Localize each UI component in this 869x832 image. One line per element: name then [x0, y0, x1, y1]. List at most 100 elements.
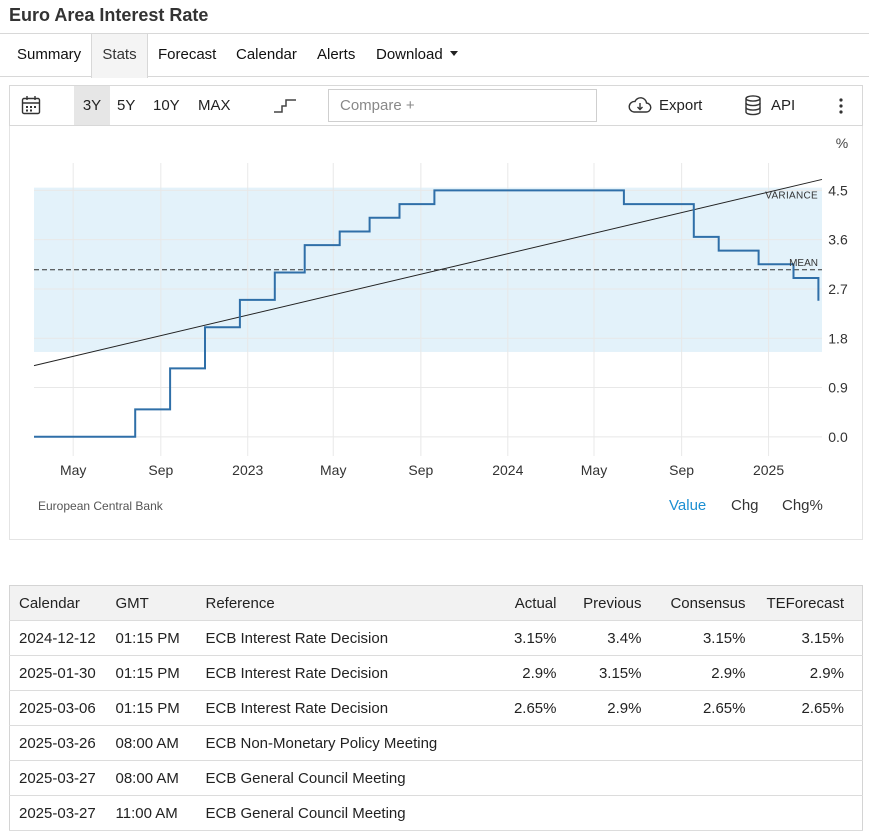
y-tick-label: 4.5: [828, 182, 848, 198]
cell-previous: [565, 725, 650, 761]
cell-teforecast: 2.65%: [751, 690, 863, 726]
calendar-table: Calendar GMT Reference Actual Previous C…: [9, 585, 863, 831]
y-tick-label: 0.0: [828, 429, 848, 445]
cell-consensus: 2.65%: [649, 690, 752, 726]
tab-forecast[interactable]: Forecast: [158, 46, 217, 63]
tab-download[interactable]: Download: [376, 34, 458, 77]
page-title: Euro Area Interest Rate: [9, 5, 209, 25]
col-actual: Actual: [468, 585, 566, 621]
range-10y-button[interactable]: 10Y: [153, 97, 180, 114]
cell-date: 2025-03-26: [9, 725, 116, 761]
tab-stats[interactable]: Stats: [91, 34, 148, 78]
chevron-down-icon: [449, 51, 458, 56]
tab-alerts[interactable]: Alerts: [317, 46, 356, 63]
step-line-icon[interactable]: [272, 86, 298, 125]
col-teforecast: TEForecast: [751, 585, 863, 621]
api-button[interactable]: API: [744, 86, 795, 125]
database-icon: [745, 95, 761, 116]
chart-source: European Central Bank: [38, 499, 163, 513]
cell-actual: 2.65%: [468, 690, 566, 726]
y-tick-label: 1.8: [828, 330, 848, 346]
table-row[interactable]: 2024-12-12 01:15 PM ECB Interest Rate Deci…: [9, 620, 863, 656]
table-row[interactable]: 2025-03-06 01:15 PM ECB Interest Rate Deci…: [9, 690, 863, 726]
mode-chg-button[interactable]: Chg: [731, 497, 759, 514]
cell-date: 2025-03-06: [9, 690, 116, 726]
x-tick-label: Sep: [148, 462, 173, 478]
cell-reference[interactable]: ECB Interest Rate Decision: [205, 655, 469, 691]
vertical-dots-icon[interactable]: [836, 86, 846, 125]
x-tick-label: May: [320, 462, 346, 478]
cell-consensus: [649, 725, 752, 761]
cell-actual: [468, 760, 566, 796]
cell-previous: 3.4%: [565, 620, 650, 656]
col-consensus: Consensus: [649, 585, 752, 621]
calendar-icon[interactable]: [21, 86, 43, 125]
cell-time: 08:00 AM: [115, 725, 206, 761]
range-5y-button[interactable]: 5Y: [117, 97, 136, 114]
x-tick-label: 2025: [753, 462, 784, 478]
x-tick-label: Sep: [669, 462, 694, 478]
col-calendar: Calendar: [9, 585, 116, 621]
cell-date: 2025-01-30: [9, 655, 116, 691]
x-tick-label: Sep: [408, 462, 433, 478]
cell-previous: [565, 760, 650, 796]
table-row[interactable]: 2025-03-26 08:00 AM ECB Non-Monetary Polic…: [9, 725, 863, 761]
mode-chg-pct-button[interactable]: Chg%: [782, 497, 823, 514]
variance-label: VARIANCE: [765, 191, 818, 202]
title-bar: Euro Area Interest Rate: [0, 0, 869, 34]
range-3y-button[interactable]: 3Y: [74, 86, 110, 125]
col-reference: Reference: [205, 585, 469, 621]
export-button[interactable]: Export: [627, 86, 702, 125]
calendar-header-row: Calendar GMT Reference Actual Previous C…: [9, 585, 863, 621]
table-row[interactable]: 2025-03-27 11:00 AM ECB General Council Me…: [9, 795, 863, 831]
cell-previous: 2.9%: [565, 690, 650, 726]
tab-download-label: Download: [376, 46, 443, 63]
cell-actual: [468, 795, 566, 831]
tab-summary[interactable]: Summary: [17, 46, 82, 63]
cell-consensus: [649, 795, 752, 831]
range-max-button[interactable]: MAX: [198, 97, 231, 114]
x-tick-label: May: [60, 462, 86, 478]
cell-previous: 3.15%: [565, 655, 650, 691]
cell-teforecast: 3.15%: [751, 620, 863, 656]
col-previous: Previous: [565, 585, 650, 621]
tab-calendar[interactable]: Calendar: [236, 46, 297, 63]
y-tick-label: 0.9: [828, 380, 848, 396]
export-label: Export: [659, 97, 703, 114]
cell-reference[interactable]: ECB General Council Meeting: [205, 760, 469, 796]
cell-consensus: 3.15%: [649, 620, 752, 656]
table-row[interactable]: 2025-01-30 01:15 PM ECB Interest Rate Deci…: [9, 655, 863, 691]
cell-date: 2024-12-12: [9, 620, 116, 656]
mean-label: MEAN: [789, 258, 818, 269]
cell-time: 01:15 PM: [115, 620, 206, 656]
cell-previous: [565, 795, 650, 831]
compare-input[interactable]: [328, 89, 597, 122]
cell-date: 2025-03-27: [9, 795, 116, 831]
cloud-download-icon: [628, 97, 652, 113]
cell-date: 2025-03-27: [9, 760, 116, 796]
col-gmt: GMT: [115, 585, 206, 621]
table-row[interactable]: 2025-03-27 08:00 AM ECB General Council Me…: [9, 760, 863, 796]
cell-time: 11:00 AM: [115, 795, 206, 831]
cell-reference[interactable]: ECB Interest Rate Decision: [205, 620, 469, 656]
y-unit-label: %: [836, 135, 848, 151]
cell-actual: 2.9%: [468, 655, 566, 691]
y-tick-label: 3.6: [828, 232, 848, 248]
cell-actual: 3.15%: [468, 620, 566, 656]
chart-toolbar: 3Y 5Y 10Y MAX Export API: [9, 85, 863, 126]
cell-reference[interactable]: ECB Interest Rate Decision: [205, 690, 469, 726]
x-tick-label: 2023: [232, 462, 263, 478]
cell-time: 01:15 PM: [115, 655, 206, 691]
interest-rate-chart: VARIANCE MEAN% 0.0 0.9 1.8 2.7 3.6 4.5 May Sep 202…: [33, 135, 848, 478]
trend-line: [33, 178, 823, 367]
x-tick-label: May: [581, 462, 607, 478]
tab-bar: Summary Stats Forecast Calendar Alerts D…: [0, 34, 869, 78]
cell-reference[interactable]: ECB General Council Meeting: [205, 795, 469, 831]
cell-time: 08:00 AM: [115, 760, 206, 796]
cell-teforecast: [751, 795, 863, 831]
y-tick-label: 2.7: [828, 281, 848, 297]
mode-value-button[interactable]: Value: [669, 497, 707, 514]
cell-actual: [468, 725, 566, 761]
cell-reference[interactable]: ECB Non-Monetary Policy Meeting: [205, 725, 469, 761]
x-tick-label: 2024: [492, 462, 523, 478]
